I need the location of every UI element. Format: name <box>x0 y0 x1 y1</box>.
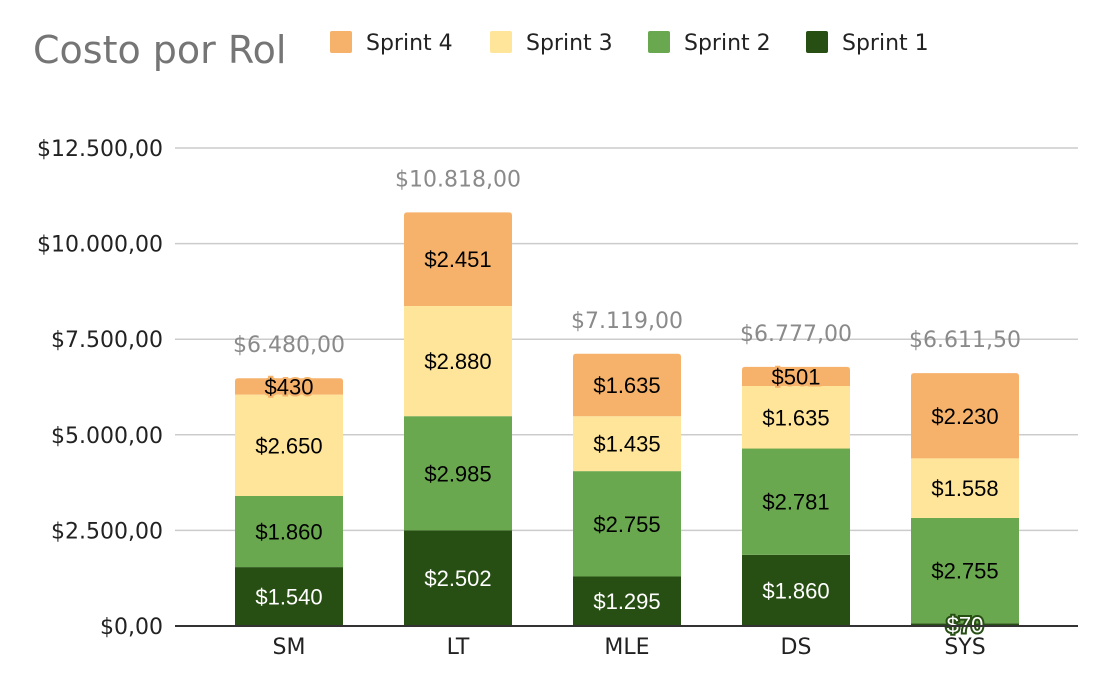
bar-group-mle: $1.295 $2.755 $1.435 $1.635 <box>573 353 681 626</box>
bar-segment-sys-sprint-1 <box>911 623 1019 626</box>
y-tick-label: $10.000,00 <box>37 233 163 258</box>
total-label-mle: $7.119,00 <box>571 309 683 334</box>
data-label-mle-sprint-3: $1.435 <box>593 432 660 457</box>
legend-label: Sprint 1 <box>842 31 929 56</box>
bar-group-ds: $1.860 $2.781 $1.635 $501 <box>742 362 850 626</box>
data-label-lt-sprint-2: $2.985 <box>424 461 491 486</box>
legend-label: Sprint 2 <box>684 31 771 56</box>
data-label-lt-sprint-1: $2.502 <box>424 566 491 591</box>
bar-segment-lt-sprint-2 <box>404 416 512 531</box>
data-label-sm-sprint-1: $1.540 <box>255 585 322 610</box>
legend-item-sprint-1: Sprint 1 <box>806 31 929 56</box>
bar-segment-mle-sprint-2 <box>573 471 681 577</box>
bar-group-lt: $2.502 $2.985 $2.880 $2.451 <box>404 212 512 626</box>
bar-group-sm: $1.540 $1.860 $2.650 $430 <box>235 372 343 626</box>
data-label-sm-sprint-3: $2.650 <box>255 433 322 458</box>
bar-segment-sm-sprint-3 <box>235 394 343 496</box>
data-label-mle-sprint-1: $1.295 <box>593 589 660 614</box>
legend-label: Sprint 4 <box>366 31 453 56</box>
data-label-mle-sprint-2: $2.755 <box>593 512 660 537</box>
data-label-ds-sprint-1: $1.860 <box>762 578 829 603</box>
bar-group-sys: $70$2.755$1.558$2.230 <box>911 373 1019 640</box>
y-axis: $0,00 $2.500,00 $5.000,00 $7.500,00 $10.000,… <box>37 137 163 640</box>
data-label-ds-sprint-4: $501 <box>772 364 821 389</box>
bar-segment-sm-sprint-4 <box>235 378 343 395</box>
bar-segment-mle-sprint-1 <box>573 576 681 626</box>
data-label-sys-sprint-4: $2.230 <box>931 404 998 429</box>
total-label-lt: $10.818,00 <box>395 167 521 192</box>
legend-swatch <box>806 31 828 53</box>
bar-segment-lt-sprint-3 <box>404 306 512 417</box>
bar-segment-mle-sprint-4 <box>573 353 681 417</box>
x-tick-label: SYS <box>944 635 985 660</box>
legend: Sprint 4 Sprint 3 Sprint 2 Sprint 1 <box>330 31 929 56</box>
data-label-sm-sprint-2: $1.860 <box>255 520 322 545</box>
bar-segment-sm-sprint-2 <box>235 495 343 568</box>
y-tick-label: $12.500,00 <box>37 137 163 162</box>
bar-segment-mle-sprint-3 <box>573 416 681 472</box>
bar-segment-lt-sprint-4 <box>404 212 512 307</box>
total-labels: $6.480,00 $10.818,00 $7.119,00 $6.777,00 $6.… <box>233 167 1021 358</box>
x-tick-label: DS <box>781 635 812 660</box>
bar-segment-ds-sprint-4 <box>742 366 850 387</box>
x-tick-label: MLE <box>604 635 649 660</box>
bar-segment-sys-sprint-4 <box>911 373 1019 459</box>
data-label-ds-sprint-2: $2.781 <box>762 490 829 515</box>
y-tick-label: $0,00 <box>100 615 163 640</box>
data-label-mle-sprint-4: $1.635 <box>593 373 660 398</box>
data-label-lt-sprint-4: $2.451 <box>424 247 491 272</box>
total-label-ds: $6.777,00 <box>740 322 852 347</box>
legend-swatch <box>330 31 352 53</box>
data-label-ds-sprint-3: $1.635 <box>762 405 829 430</box>
data-label-lt-sprint-3: $2.880 <box>424 349 491 374</box>
legend-item-sprint-3: Sprint 3 <box>490 31 613 56</box>
legend-swatch <box>648 31 670 53</box>
bars: $1.540 $1.860 $2.650 $430 $2.502 $2.985 $2.880… <box>235 212 1019 640</box>
data-label-sm-sprint-4: $430 <box>265 374 314 399</box>
bar-segment-sys-sprint-2 <box>911 517 1019 624</box>
y-tick-label: $2.500,00 <box>51 519 163 544</box>
total-label-sys: $6.611,50 <box>909 328 1021 353</box>
chart-title: Costo por Rol <box>33 28 286 72</box>
bar-segment-ds-sprint-1 <box>742 554 850 626</box>
legend-label: Sprint 3 <box>526 31 613 56</box>
legend-item-sprint-4: Sprint 4 <box>330 31 453 56</box>
x-tick-label: LT <box>447 635 470 660</box>
data-label-sys-sprint-3: $1.558 <box>931 476 998 501</box>
x-axis: SM LT MLE DS SYS <box>175 625 1078 660</box>
legend-item-sprint-2: Sprint 2 <box>648 31 771 56</box>
bar-segment-ds-sprint-2 <box>742 448 850 555</box>
data-label-sys-sprint-2: $2.755 <box>931 559 998 584</box>
bar-segment-lt-sprint-1 <box>404 530 512 626</box>
bar-segment-sys-sprint-3 <box>911 458 1019 518</box>
x-tick-label: SM <box>273 635 306 660</box>
bar-segment-ds-sprint-3 <box>742 386 850 449</box>
legend-swatch <box>490 31 512 53</box>
y-tick-label: $7.500,00 <box>51 328 163 353</box>
y-tick-label: $5.000,00 <box>51 424 163 449</box>
total-label-sm: $6.480,00 <box>233 333 345 358</box>
bar-segment-sm-sprint-1 <box>235 567 343 626</box>
